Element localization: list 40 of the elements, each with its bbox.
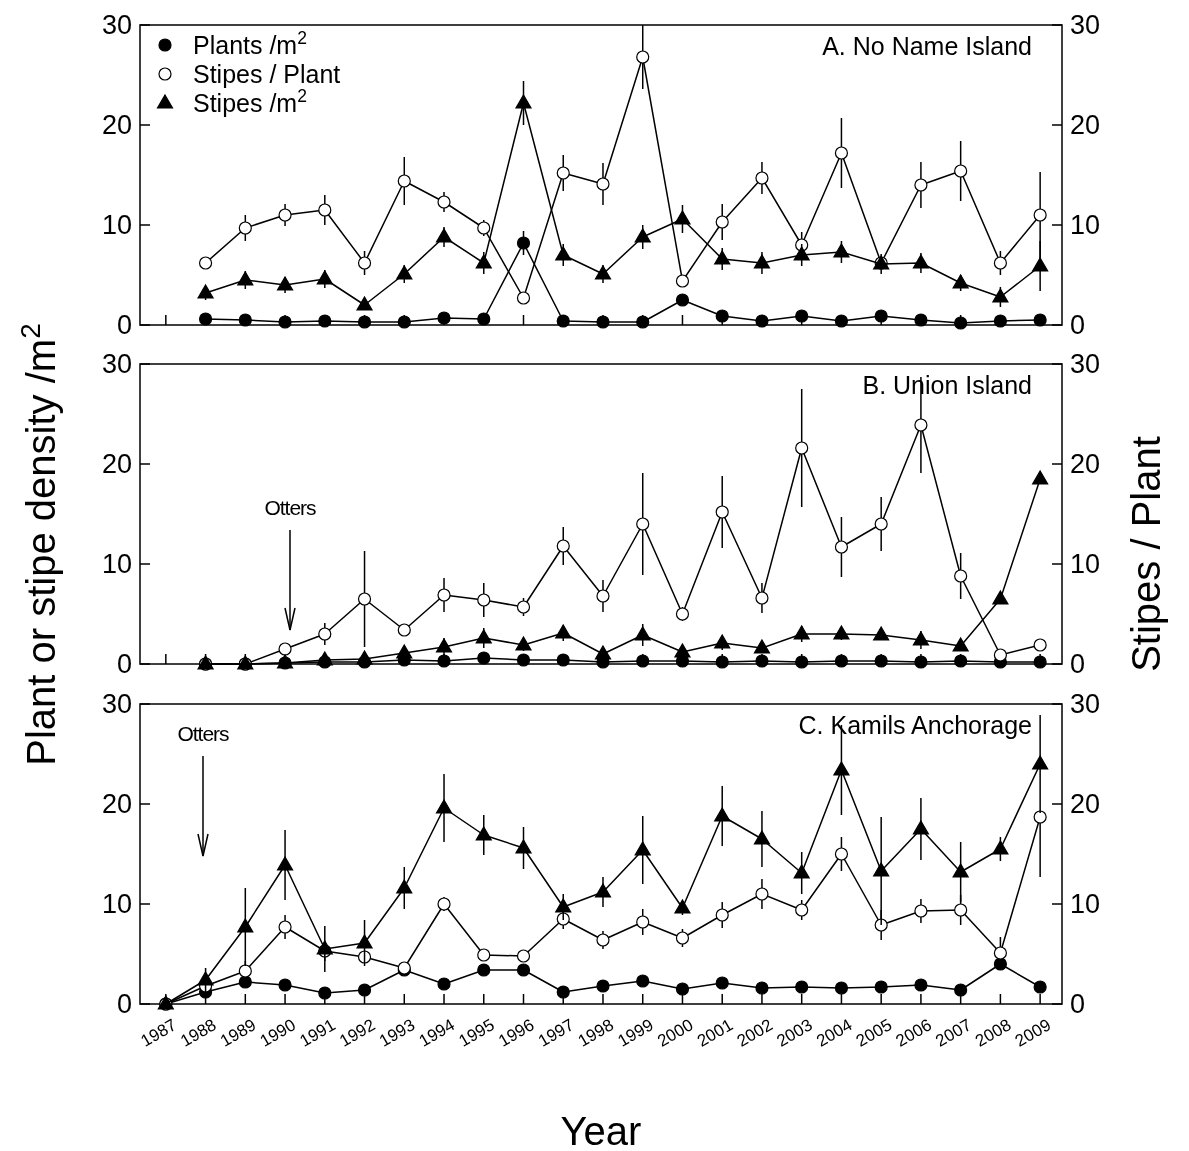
y2-tick-label: 0 xyxy=(1070,310,1086,341)
y-tick-label: 20 xyxy=(101,449,132,480)
legend-label: Plants /m$^{2}$ xyxy=(193,27,307,59)
y-tick-label: 20 xyxy=(101,110,132,141)
y2-tick-label: 20 xyxy=(1070,789,1101,820)
x-tick-label: 1987 xyxy=(137,1015,180,1051)
y-tick-label: 0 xyxy=(116,310,132,341)
x-tick-label: 2007 xyxy=(932,1015,975,1051)
y-tick-label: 0 xyxy=(116,649,132,680)
y-tick-label: 30 xyxy=(101,689,132,720)
y-tick-label: 10 xyxy=(101,210,132,241)
y-tick-label: 20 xyxy=(101,789,132,820)
x-tick-label: 1998 xyxy=(574,1015,617,1051)
y2-tick-label: 20 xyxy=(1070,110,1101,141)
y2-tick-label: 10 xyxy=(1070,549,1101,580)
x-tick-label: 1996 xyxy=(495,1015,538,1051)
x-tick-label: 1988 xyxy=(177,1015,220,1051)
y2-tick-label: 10 xyxy=(1070,889,1101,920)
y2-tick-label: 30 xyxy=(1070,10,1101,41)
x-tick-label: 1999 xyxy=(614,1015,657,1051)
y2-tick-label: 0 xyxy=(1070,649,1086,680)
y2-tick-label: 0 xyxy=(1070,989,1086,1020)
x-tick-label: 1995 xyxy=(455,1015,498,1051)
y2-tick-label: 20 xyxy=(1070,449,1101,480)
y-tick-label: 30 xyxy=(101,349,132,380)
x-axis-title: Year xyxy=(560,1109,642,1151)
y2-tick-label: 30 xyxy=(1070,349,1101,380)
y-tick-label: 30 xyxy=(101,10,132,41)
annotation: Otters xyxy=(177,722,230,745)
y-tick-label: 10 xyxy=(101,549,132,580)
chart-title: C. Kamils Anchorage xyxy=(798,711,1032,739)
y2-tick-label: 10 xyxy=(1070,210,1101,241)
x-tick-label: 2003 xyxy=(773,1015,816,1051)
chart-title: A. No Name Island xyxy=(822,32,1032,60)
legend-label: Stipes / Plant xyxy=(193,59,341,88)
y2-tick-label: 30 xyxy=(1070,689,1101,720)
annotation: Otters xyxy=(264,496,317,519)
y-tick-label: 0 xyxy=(116,989,132,1020)
y-tick-label: 10 xyxy=(101,889,132,920)
y2-axis-title: Stipes / Plant xyxy=(1124,436,1168,672)
